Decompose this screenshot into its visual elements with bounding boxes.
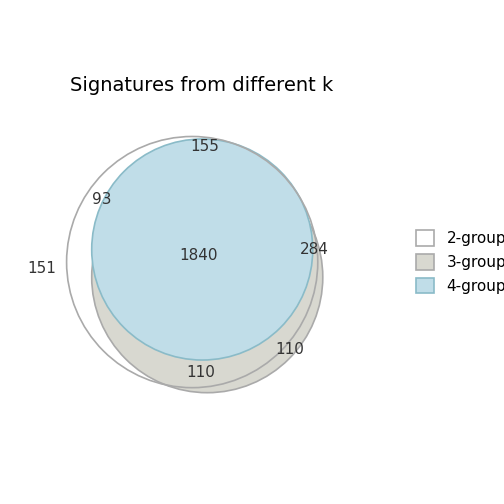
Text: 155: 155 (191, 139, 219, 154)
Text: 110: 110 (186, 365, 215, 380)
Circle shape (92, 139, 313, 360)
Text: 110: 110 (276, 343, 304, 357)
Title: Signatures from different k: Signatures from different k (70, 76, 333, 95)
Text: 284: 284 (299, 242, 329, 257)
Text: 93: 93 (92, 192, 111, 207)
Text: 1840: 1840 (179, 248, 218, 263)
Legend: 2-group, 3-group, 4-group: 2-group, 3-group, 4-group (408, 223, 504, 301)
Text: 151: 151 (27, 261, 56, 276)
Circle shape (92, 162, 323, 393)
